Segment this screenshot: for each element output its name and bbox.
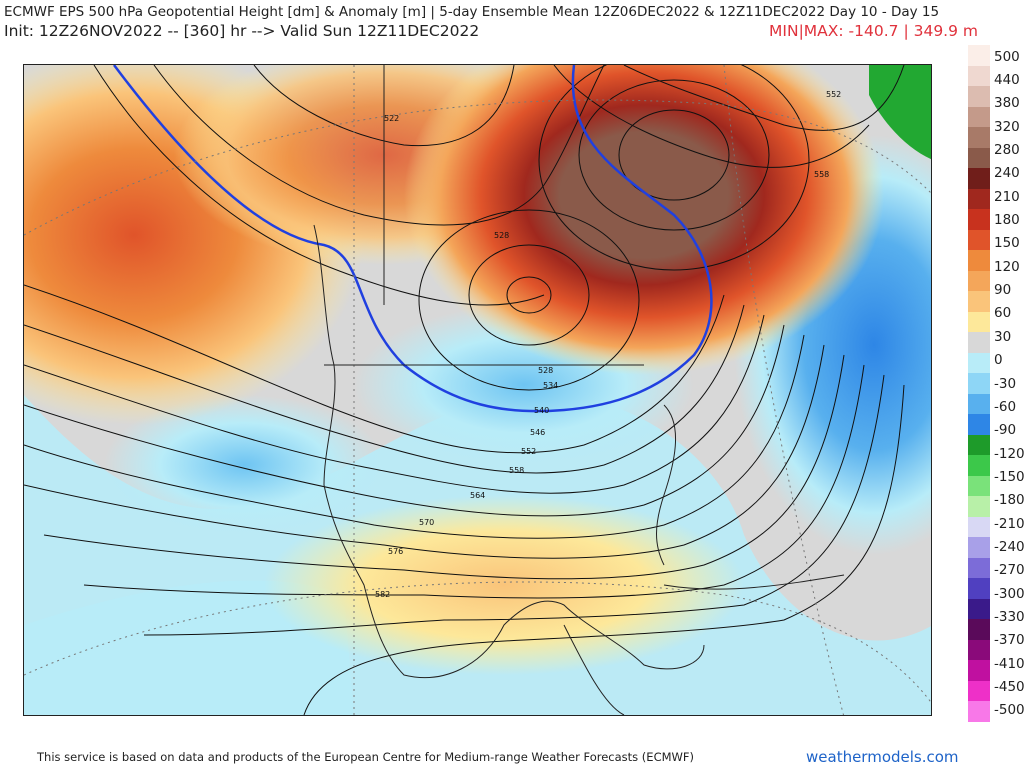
colorbar-label: -410 (994, 655, 1024, 672)
contour-label: 528 (494, 231, 509, 240)
colorbar-label: 0 (994, 352, 1003, 369)
colorbar-label: -90 (994, 422, 1017, 439)
contour-label: 576 (388, 547, 403, 556)
colorbar-swatch (968, 250, 990, 272)
colorbar-swatch (968, 106, 990, 128)
colorbar-label: 210 (994, 188, 1020, 205)
colorbar-swatch (968, 291, 990, 313)
colorbar-swatch (968, 619, 990, 641)
colorbar-label: 240 (994, 165, 1020, 182)
colorbar-label: -270 (994, 562, 1024, 579)
colorbar-swatch (968, 311, 990, 333)
init-valid-time: Init: 12Z26NOV2022 -- [360] hr --> Valid… (4, 22, 480, 40)
colorbar-swatch (968, 147, 990, 169)
colorbar-label: 500 (994, 48, 1020, 65)
colorbar-label: 320 (994, 118, 1020, 135)
colorbar-label: -30 (994, 375, 1017, 392)
colorbar-swatch (968, 168, 990, 190)
colorbar-swatch (968, 414, 990, 436)
colorbar-swatch (968, 65, 990, 87)
colorbar-swatch (968, 393, 990, 415)
colorbar-label: -370 (994, 632, 1024, 649)
colorbar-swatch (968, 537, 990, 559)
site-brand-link[interactable]: weathermodels.com (806, 748, 959, 766)
colorbar-label: 60 (994, 305, 1012, 322)
colorbar-swatch (968, 209, 990, 231)
colorbar-swatch (968, 578, 990, 600)
colorbar-label: 380 (994, 95, 1020, 112)
colorbar-swatch (968, 639, 990, 661)
colorbar-label: -150 (994, 468, 1024, 485)
colorbar-swatch (968, 188, 990, 210)
colorbar-label: -60 (994, 398, 1017, 415)
colorbar-label: -500 (994, 702, 1024, 719)
colorbar-swatch (968, 45, 990, 66)
colorbar-label: -180 (994, 492, 1024, 509)
colorbar-swatch (968, 557, 990, 579)
colorbar-label: 440 (994, 72, 1020, 89)
colorbar-swatch (968, 701, 990, 723)
colorbar-swatch (968, 496, 990, 518)
colorbar-swatch (968, 598, 990, 620)
colorbar-swatch (968, 229, 990, 251)
colorbar-swatch (968, 516, 990, 538)
contour-label: 552 (521, 447, 536, 456)
colorbar-label: 120 (994, 258, 1020, 275)
colorbar-label: 90 (994, 282, 1012, 299)
colorbar-label: -120 (994, 445, 1024, 462)
contour-label: 552 (826, 90, 841, 99)
colorbar-swatch (968, 127, 990, 149)
colorbar-label: 150 (994, 235, 1020, 252)
contour-label: 540 (534, 406, 549, 415)
contour-label: 570 (419, 518, 434, 527)
contour-label: 522 (384, 114, 399, 123)
colorbar-swatch (968, 270, 990, 292)
contour-label: 546 (530, 428, 545, 437)
contour-label: 582 (375, 590, 390, 599)
colorbar-swatch (968, 332, 990, 354)
colorbar-swatch (968, 86, 990, 108)
contour-label: 528 (538, 366, 553, 375)
colorbar-label: -450 (994, 678, 1024, 695)
contour-label: 558 (814, 170, 829, 179)
colorbar-swatch (968, 475, 990, 497)
ecmwf-credit: This service is based on data and produc… (37, 750, 694, 764)
colorbar-swatch (968, 455, 990, 477)
contour-label: 534 (543, 381, 558, 390)
colorbar-label: 30 (994, 328, 1012, 345)
min-max-readout: MIN|MAX: -140.7 | 349.9 m (769, 22, 978, 40)
chart-title: ECMWF EPS 500 hPa Geopotential Height [d… (4, 4, 940, 20)
colorbar-label: -210 (994, 515, 1024, 532)
colorbar-swatch (968, 352, 990, 374)
colorbar-swatch (968, 373, 990, 395)
colorbar-label: -240 (994, 538, 1024, 555)
contour-label: 564 (470, 491, 485, 500)
anomaly-map: 522 528 528 534 540 546 552 558 564 570 … (23, 64, 932, 716)
colorbar-label: -330 (994, 608, 1024, 625)
colorbar-label: -300 (994, 585, 1024, 602)
colorbar-label: 280 (994, 142, 1020, 159)
colorbar-swatch (968, 660, 990, 682)
colorbar-swatch (968, 680, 990, 702)
colorbar-label: 180 (994, 212, 1020, 229)
colorbar-swatch (968, 434, 990, 456)
contour-label: 558 (509, 466, 524, 475)
